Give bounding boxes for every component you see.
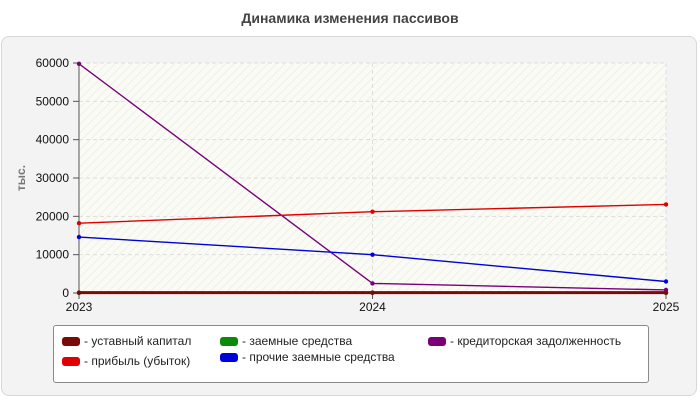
- data-point: [370, 281, 375, 286]
- data-point: [76, 290, 82, 295]
- legend-label: - уставный капитал: [84, 334, 192, 348]
- legend-item-ustavny-kapital: - уставный капитал: [62, 334, 191, 348]
- x-tick-label: 2023: [66, 300, 93, 314]
- legend-label: - прибыль (убыток): [84, 354, 191, 368]
- legend-item-zaemnye-sredstva: - заемные средства: [220, 334, 352, 348]
- y-tick-label: 60000: [36, 56, 70, 70]
- y-tick-label: 10000: [36, 248, 70, 262]
- legend-label: - кредиторская задолженность: [450, 334, 622, 348]
- legend-label: - заемные средства: [242, 334, 353, 348]
- data-point: [370, 209, 375, 214]
- legend-swatch: [62, 336, 80, 346]
- x-tick-label: 2025: [653, 300, 680, 314]
- data-point: [76, 61, 82, 66]
- legend-swatch: [220, 336, 238, 346]
- data-point: [663, 290, 669, 295]
- y-tick-label: 20000: [36, 209, 70, 223]
- series-lines: [76, 61, 669, 296]
- legend-swatch: [62, 356, 80, 366]
- y-tick-label: 40000: [36, 133, 70, 147]
- data-point: [76, 221, 82, 226]
- chart-legend: - уставный капитал - прибыль (убыток) - …: [53, 325, 649, 383]
- legend-label: - прочие заемные средства: [242, 350, 395, 364]
- data-point: [663, 202, 669, 207]
- tick-labels: 0 10000 20000 30000 40000 50000 60000 2023 2024 2…: [36, 56, 680, 314]
- y-tick-label: 50000: [36, 94, 70, 108]
- chart-title: Динамика изменения пассивов: [241, 10, 459, 26]
- data-point: [370, 252, 375, 257]
- legend-swatch: [220, 352, 238, 362]
- y-tick-label: 0: [62, 286, 69, 300]
- legend-item-prochie-zaemnye: - прочие заемные средства: [220, 350, 395, 364]
- data-point: [663, 279, 669, 284]
- data-point: [370, 290, 375, 295]
- y-tick-label: 30000: [36, 171, 70, 185]
- legend-swatch: [428, 336, 446, 346]
- y-axis-label: тыс.: [14, 165, 28, 191]
- data-point: [76, 234, 82, 240]
- x-tick-label: 2024: [359, 300, 386, 314]
- legend-item-pribyl: - прибыль (убыток): [62, 354, 190, 368]
- legend-item-kreditorskaya: - кредиторская задолженность: [428, 334, 621, 348]
